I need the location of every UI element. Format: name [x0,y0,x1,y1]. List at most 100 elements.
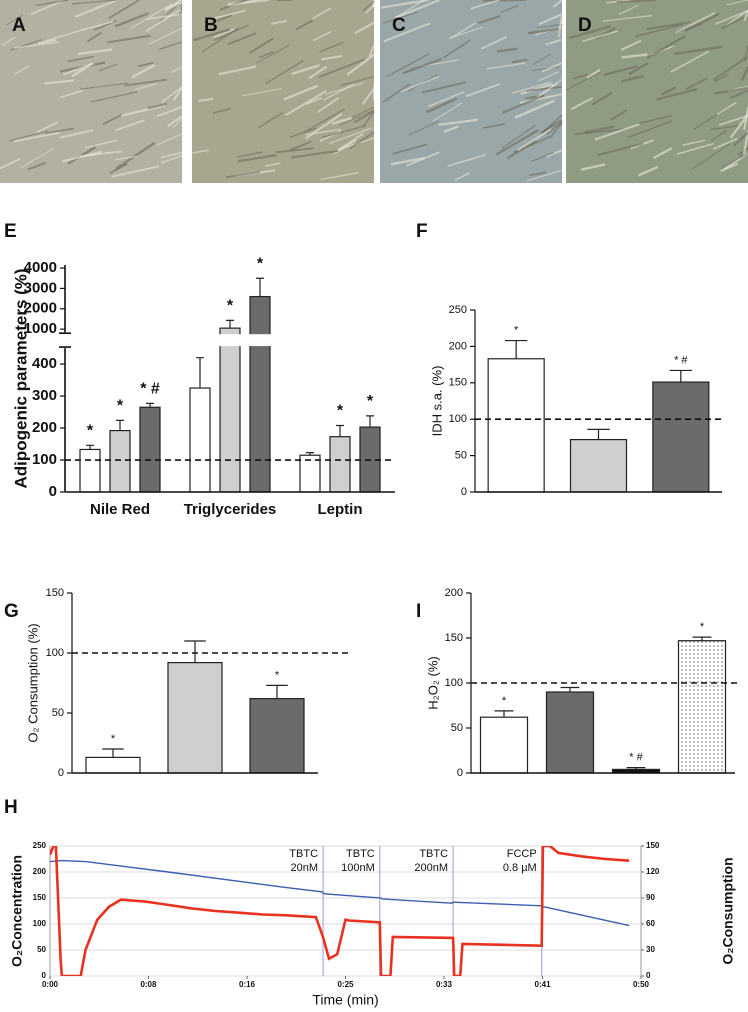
photo-texture [114,12,149,28]
photo-label: C [392,15,406,36]
data-line [50,859,630,927]
photo-texture [256,44,290,64]
photo-texture [35,0,69,7]
photo-texture [368,45,375,57]
photo-texture [276,147,314,154]
photo-texture [90,91,138,103]
photo-texture [291,149,339,159]
photo-texture [45,127,74,134]
error-bar [86,444,94,450]
photo-texture [526,169,562,182]
photo-texture [289,127,317,139]
photo-texture [36,121,59,134]
error-bar [336,424,344,437]
axis-break-gap [64,334,396,347]
y2-tick-label: 30 [646,945,655,954]
photo-texture [691,143,730,170]
photo-texture [237,151,264,158]
photo-texture [427,91,465,108]
photo-texture [318,58,366,78]
significance-label: * [111,733,116,745]
photo-texture [529,171,547,177]
photo-texture [443,125,460,133]
photo-texture [213,28,235,39]
event-label: 0.8 µM [503,862,537,874]
panel-label: E [4,221,17,242]
photo-texture [0,157,21,170]
photo-texture [652,147,673,160]
photo-texture [158,41,183,51]
panel-label: G [4,601,19,622]
photo-texture [714,9,748,25]
photo-texture [218,65,257,76]
event-label: 200nM [414,862,448,874]
y-axis-label: IDH s.a. (%) [429,366,444,437]
photo-texture [291,64,320,76]
significance-label: * # [674,354,688,366]
photo-texture [192,28,231,42]
bar [487,358,545,493]
photo-texture [37,38,57,45]
photo-texture [257,111,284,129]
photo-texture [148,27,183,45]
photo-texture [527,27,559,35]
photo-texture [346,53,375,76]
bar [479,716,529,774]
bar [249,697,305,774]
photo-texture [285,90,327,116]
photo-texture [172,118,183,129]
photo-texture [580,163,606,171]
significance-label: * [257,255,264,272]
data-line [50,846,630,976]
photo-texture [390,156,425,166]
photo-texture [512,58,528,64]
photo-texture [496,47,518,53]
photo-texture [546,121,563,135]
photo-texture [541,62,563,73]
photo-texture [67,55,95,63]
photo-texture [62,62,95,76]
y-tick-label: 0 [42,971,47,980]
photo-texture [470,0,500,10]
photo-texture [258,50,274,59]
significance-label: * [227,298,234,315]
photo-texture [308,65,328,80]
photo-texture [380,0,429,9]
photo-texture [137,61,154,68]
error-bar [692,636,712,641]
photo-texture [79,82,129,90]
photo-texture [325,82,364,95]
y-tick-label: 1000 [24,320,57,337]
photo-texture [271,19,287,25]
y-axis-label: Adipogenic parameters (%) [11,268,30,488]
photo-texture [173,0,183,6]
photo [380,0,562,183]
y-tick-label: 100 [445,677,463,689]
photo-texture [501,124,537,149]
y-tick-label: 200 [33,867,47,876]
photo-texture [295,19,314,31]
photo-texture [636,114,673,125]
photo-texture [145,8,181,33]
y2-axis-label: O₂Consumption [720,857,736,964]
photo-texture [353,110,375,124]
photo-texture [322,125,367,138]
photo-texture [400,75,440,93]
photo-texture [481,36,508,50]
photo-texture [265,162,281,167]
photo-texture [582,30,618,43]
bar [249,295,271,493]
photo-texture [130,3,173,29]
error-bar [196,357,204,389]
photo-texture [192,149,209,154]
photo-texture [531,66,560,72]
photo-texture [454,172,470,182]
photo-texture [525,85,563,92]
significance-label: * [367,393,374,410]
photo-texture [574,128,625,136]
photo-texture [616,0,656,4]
photo-texture [673,45,723,56]
y-tick-label: 250 [449,304,467,316]
error-bar [266,684,288,699]
y-tick-label: 50 [451,722,463,734]
